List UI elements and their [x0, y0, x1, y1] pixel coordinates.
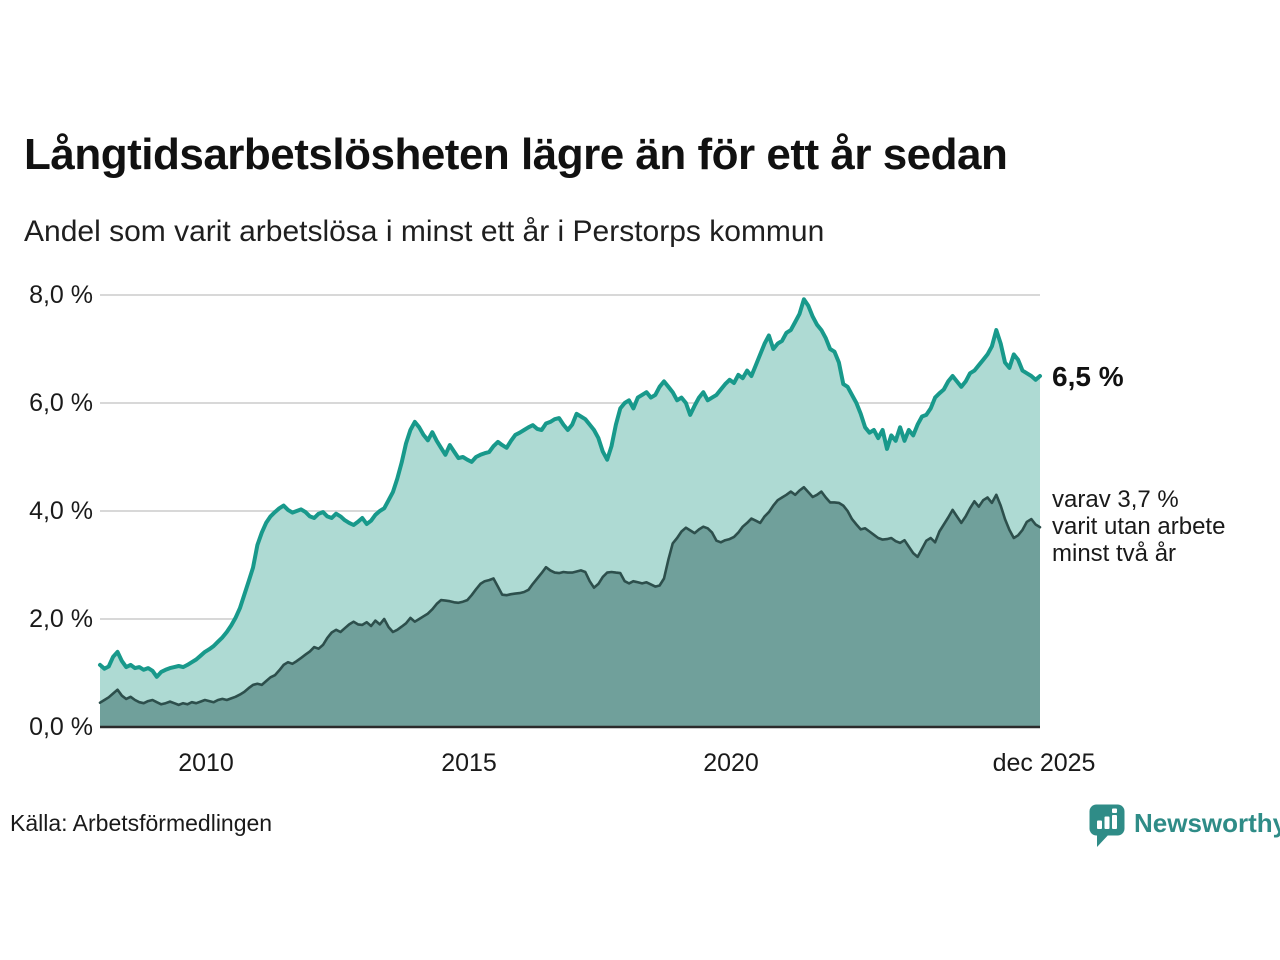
- x-axis-label-2015: 2015: [441, 749, 497, 777]
- x-axis-label-2020: 2020: [703, 749, 759, 777]
- y-axis-label-4: 4,0 %: [29, 497, 93, 525]
- newsworthy-wordmark: Newsworthy: [1134, 808, 1280, 838]
- series-line-0: [98, 297, 1042, 679]
- x-axis-label-2010: 2010: [178, 749, 234, 777]
- y-axis-label-8: 8,0 %: [29, 281, 93, 309]
- series-line-1: [98, 485, 1042, 707]
- y-axis-label-0: 0,0 %: [29, 713, 93, 741]
- page-title: Långtidsarbetslösheten lägre än för ett …: [24, 130, 1008, 179]
- y-axis-label-2: 2,0 %: [29, 605, 93, 633]
- series-area-1: [100, 487, 1040, 727]
- newsworthy-logo: Newsworthy: [1088, 803, 1280, 849]
- two-year-annotation-line3: minst två år: [1052, 540, 1177, 567]
- x-axis-label-dec-2025: dec 2025: [992, 749, 1096, 777]
- two-year-annotation-line2: varit utan arbete: [1052, 513, 1226, 540]
- newsworthy-bubble-icon: [1089, 804, 1125, 847]
- two-year-annotation: varav 3,7 % varit utan arbete minst två …: [1052, 486, 1225, 567]
- latest-value-label: 6,5 %: [1052, 361, 1124, 392]
- source-credit: Källa: Arbetsförmedlingen: [10, 810, 273, 836]
- page-subtitle: Andel som varit arbetslösa i minst ett å…: [24, 215, 825, 248]
- y-axis-label-6: 6,0 %: [29, 389, 93, 417]
- area-chart: [98, 294, 1042, 729]
- two-year-annotation-line1: varav 3,7 %: [1052, 486, 1179, 513]
